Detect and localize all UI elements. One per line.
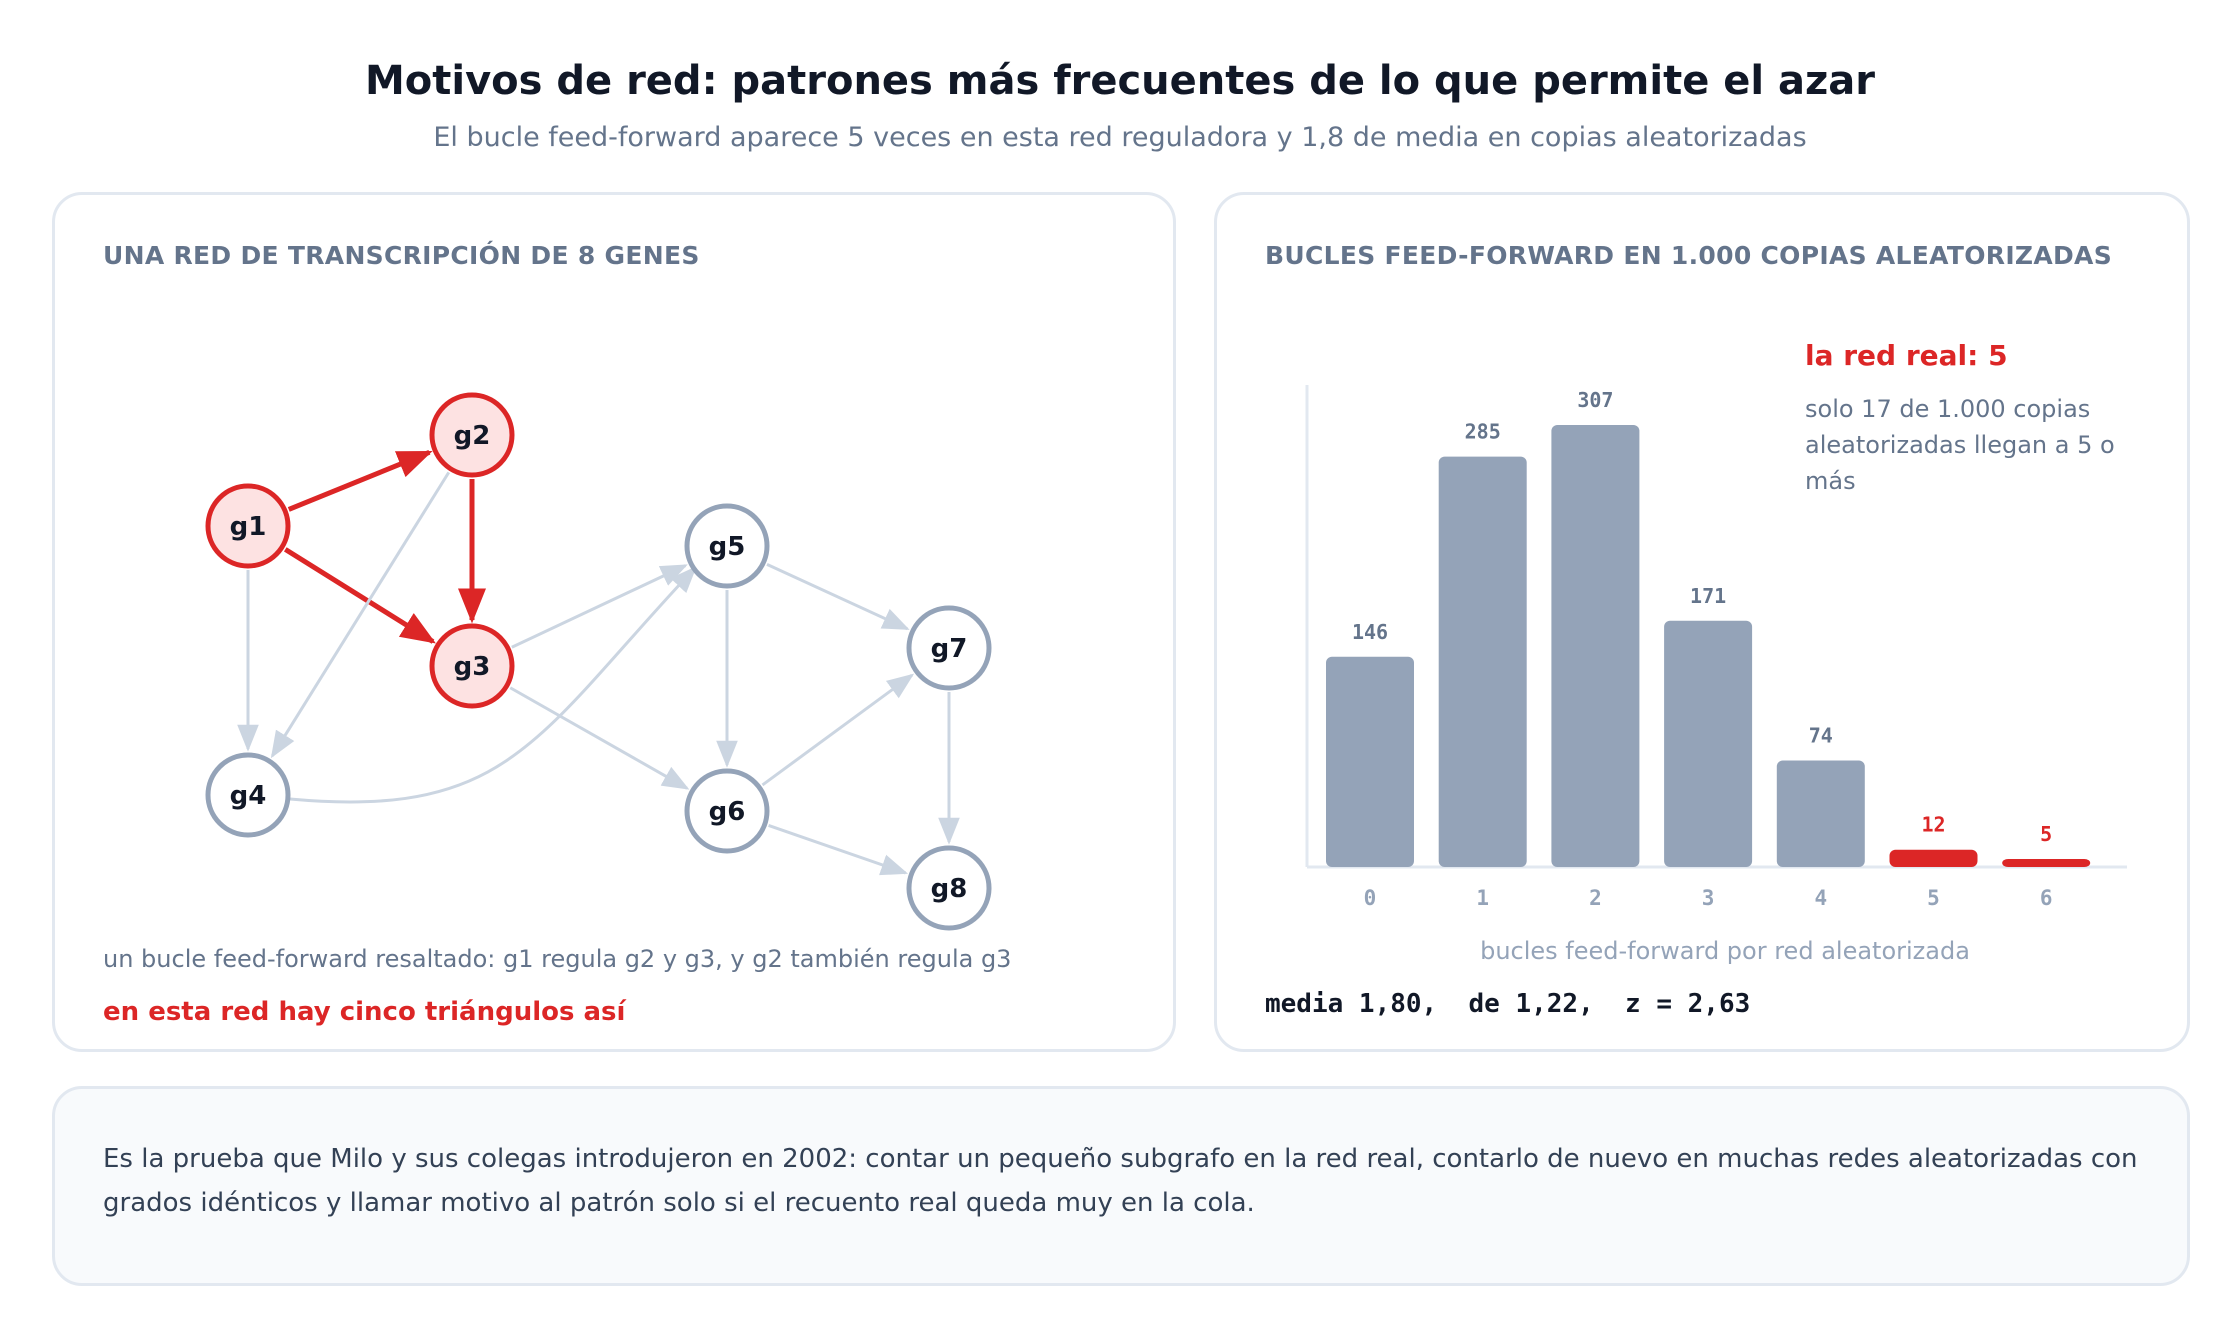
- bar-5: [1889, 849, 1978, 867]
- node-circle-g1: [205, 483, 291, 569]
- bar-4: [1776, 760, 1865, 867]
- node-label-g5: g5: [709, 532, 746, 562]
- node-g8: g8: [906, 845, 992, 931]
- bar-1: [1438, 456, 1527, 867]
- histogram-panel: BUCLES FEED-FORWARD EN 1.000 COPIAS ALEA…: [1214, 192, 2190, 1052]
- page-subtitle: El bucle feed-forward aparece 5 veces en…: [433, 122, 1807, 153]
- bar-value-label-3: 171: [1690, 584, 1726, 608]
- node-label-g2: g2: [454, 421, 491, 451]
- network-panel: UNA RED DE TRANSCRIPCIÓN DE 8 GENES g1 g2…: [52, 192, 1176, 1052]
- edge-g6-g8: [768, 824, 909, 876]
- page-title: Motivos de red: patrones más frecuentes …: [364, 58, 1876, 104]
- bar-value-label-2: 307: [1577, 388, 1613, 412]
- histogram-panel-title: BUCLES FEED-FORWARD EN 1.000 COPIAS ALEA…: [1265, 241, 2112, 270]
- histogram-chart: 146 0 285 1 307 2 171 3 74 4 12 5 5 6: [1305, 385, 2127, 910]
- network-caption: un bucle feed-forward resaltado: g1 regu…: [103, 945, 1012, 973]
- node-circle-g4: [205, 752, 291, 838]
- edge-g3-g6: [509, 686, 690, 790]
- stats-readout: media 1,80, de 1,22, z = 2,63: [1265, 989, 1751, 1019]
- node-g6: g6: [684, 768, 770, 854]
- x-tick-1: 1: [1476, 886, 1489, 910]
- bar-3: [1664, 620, 1753, 867]
- node-circle-g5: [684, 503, 770, 589]
- bar-value-label-0: 146: [1352, 620, 1388, 644]
- node-g5: g5: [684, 503, 770, 589]
- node-g7: g7: [906, 605, 992, 691]
- node-g3: g3: [429, 623, 515, 709]
- edge-g1-g2: [287, 449, 433, 512]
- bar-2: [1551, 425, 1640, 867]
- node-circle-g8: [906, 845, 992, 931]
- node-label-g8: g8: [931, 874, 968, 904]
- bar-value-label-1: 285: [1465, 420, 1501, 444]
- edge-g5-g7: [766, 563, 910, 631]
- real-network-label: la red real: 5: [1805, 339, 2008, 372]
- x-tick-3: 3: [1702, 886, 1715, 910]
- node-circle-g3: [429, 623, 515, 709]
- x-tick-6: 6: [2040, 886, 2053, 910]
- node-circle-g2: [429, 392, 515, 478]
- x-tick-4: 4: [1814, 886, 1827, 910]
- edge-g2-g4: [270, 471, 451, 759]
- network-highlight-note: en esta red hay cinco triángulos así: [103, 997, 626, 1027]
- node-g4: g4: [205, 752, 291, 838]
- node-g2: g2: [429, 392, 515, 478]
- node-circle-g7: [906, 605, 992, 691]
- bar-6: [2002, 859, 2091, 867]
- bar-value-label-6: 5: [2040, 822, 2052, 846]
- x-tick-5: 5: [1927, 886, 1940, 910]
- network-panel-title: UNA RED DE TRANSCRIPCIÓN DE 8 GENES: [103, 241, 700, 270]
- node-label-g7: g7: [931, 634, 968, 664]
- node-label-g4: g4: [230, 781, 267, 811]
- node-label-g6: g6: [709, 797, 746, 827]
- real-network-note: solo 17 de 1.000 copias aleatorizadas ll…: [1805, 395, 2115, 495]
- footer-text: Es la prueba que Milo y sus colegas intr…: [103, 1144, 2138, 1218]
- edge-g3-g5: [511, 564, 688, 649]
- node-circle-g6: [684, 768, 770, 854]
- edge-g1-g3: [283, 547, 436, 644]
- x-axis-title: bucles feed-forward por red aleatorizada: [1480, 937, 1970, 965]
- bar-value-label-5: 12: [1921, 813, 1945, 837]
- bar-value-label-4: 74: [1809, 723, 1833, 747]
- x-tick-2: 2: [1589, 886, 1602, 910]
- node-label-g3: g3: [454, 652, 491, 682]
- node-label-g1: g1: [230, 512, 267, 542]
- bar-0: [1326, 656, 1414, 867]
- footer-panel: Es la prueba que Milo y sus colegas intr…: [52, 1086, 2190, 1286]
- edge-g4-g5: [289, 566, 697, 804]
- network-diagram: g1 g2 g3 g4 g5 g6 g7 g8: [205, 392, 992, 931]
- edge-g6-g7: [761, 673, 915, 787]
- node-g1: g1: [205, 483, 291, 569]
- x-tick-0: 0: [1364, 886, 1377, 910]
